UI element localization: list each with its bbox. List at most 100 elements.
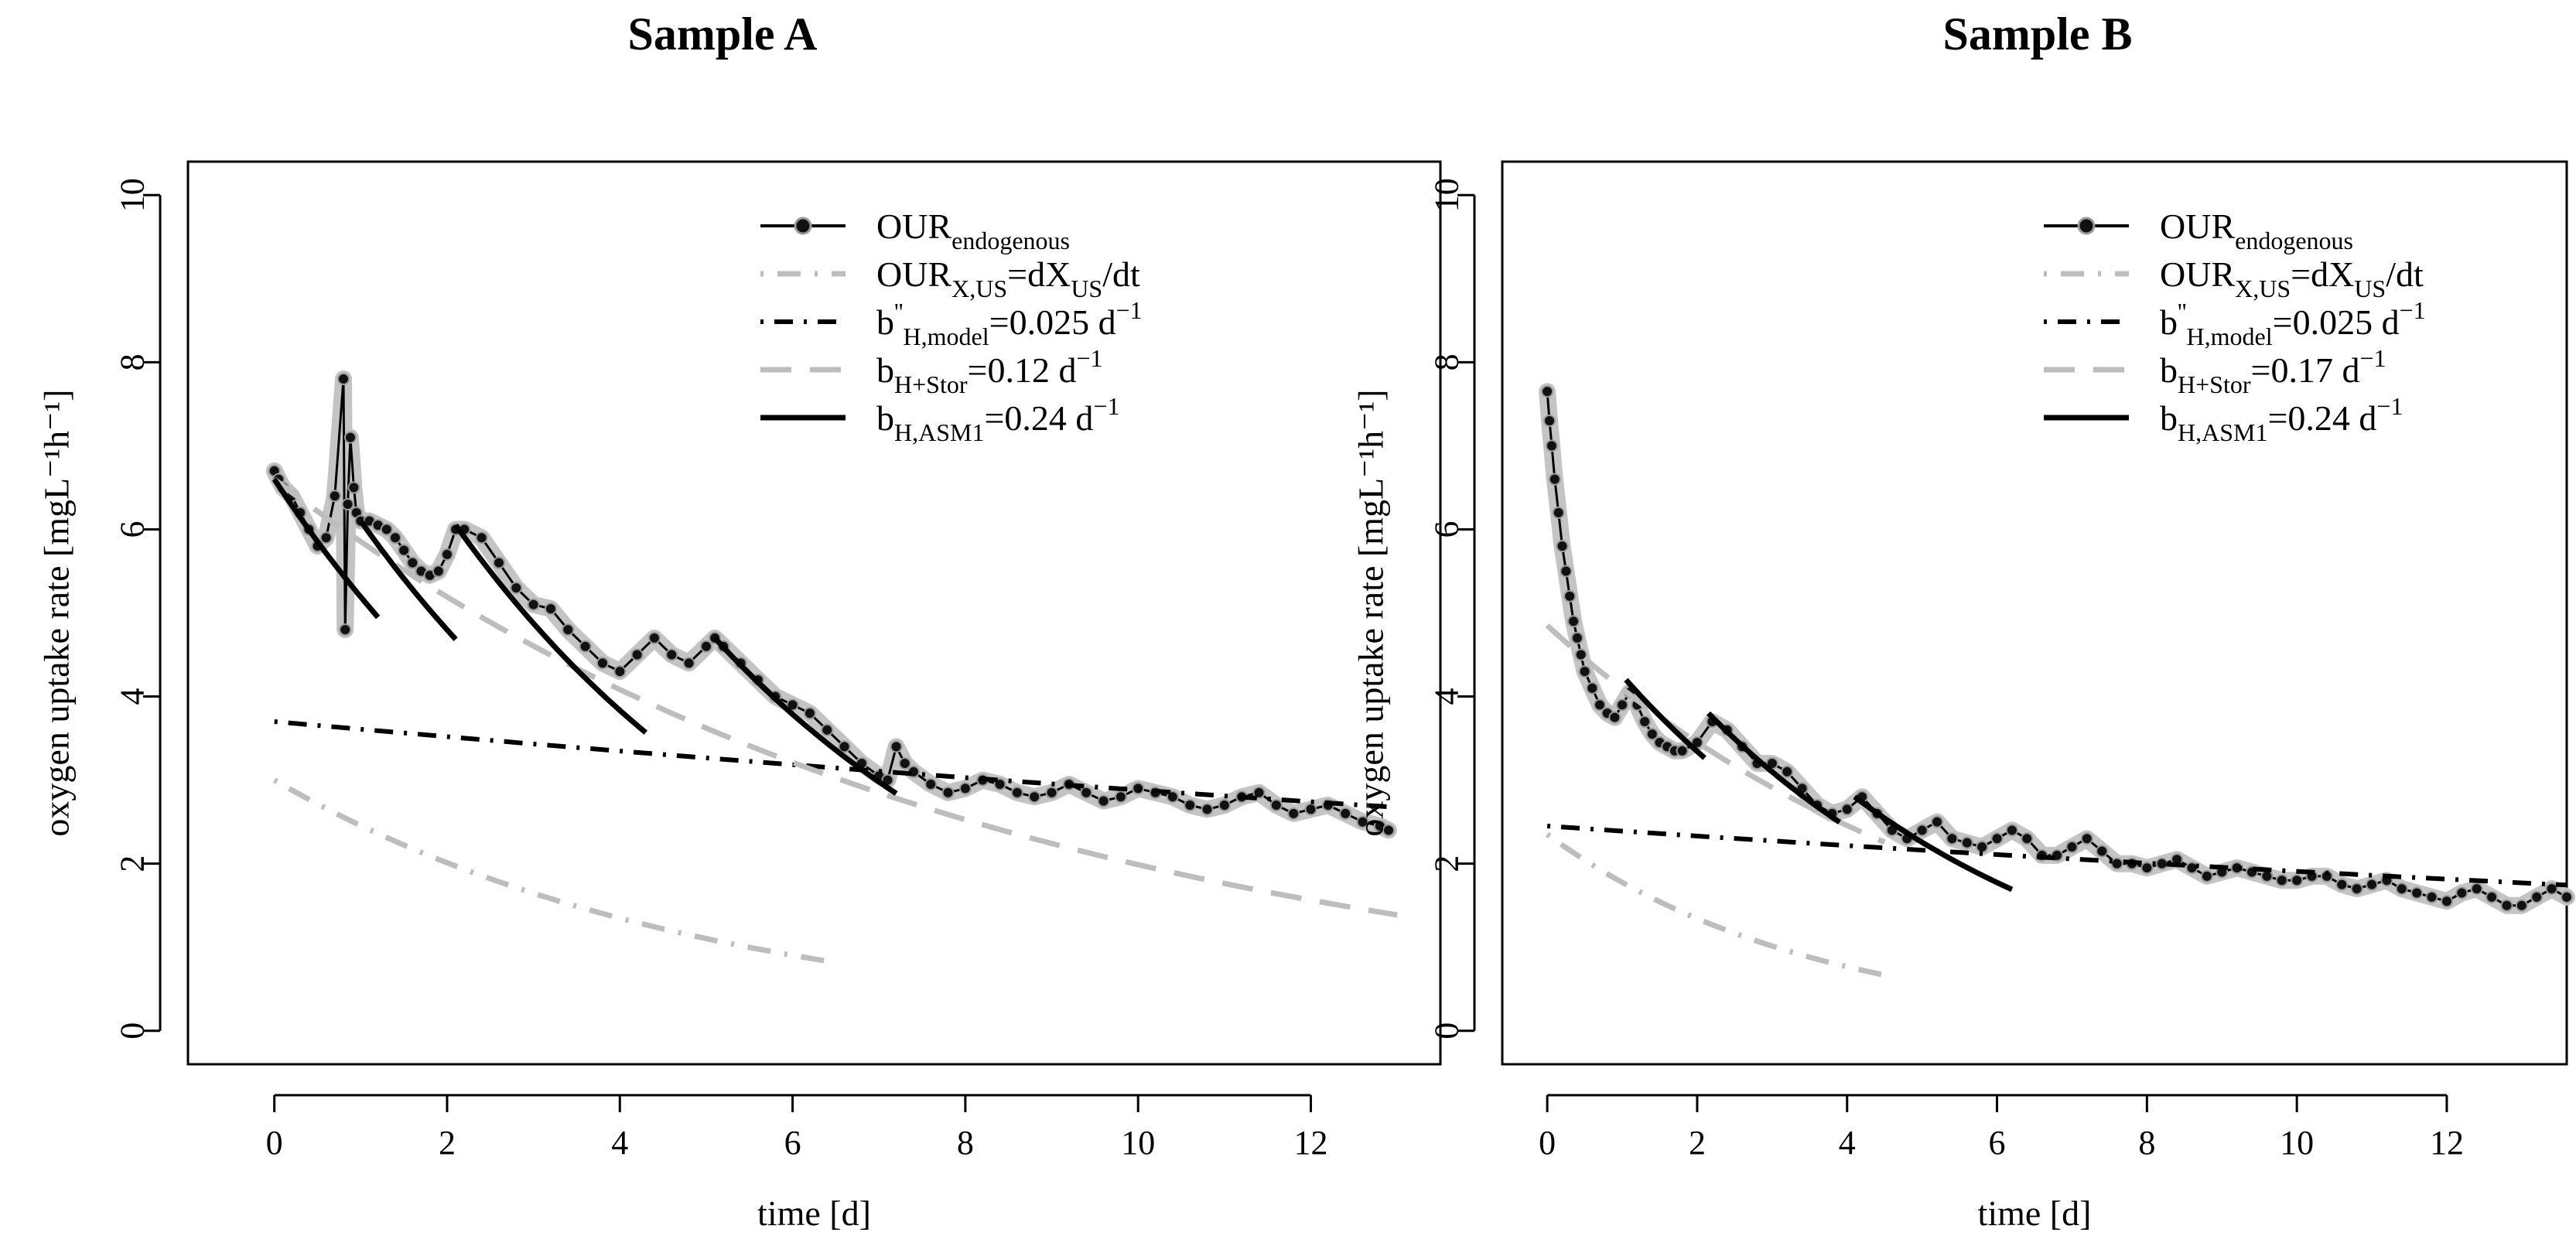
legend-text: =0.24 d [984,398,1093,438]
our-endogenous-point-b-4 [1552,506,1565,519]
our-endogenous-point-b-51 [2080,832,2093,845]
our-endogenous-point-a-54 [890,740,903,753]
our-endogenous-point-b-20 [1645,728,1659,741]
our-endogenous-point-a-28 [475,531,488,544]
our-endogenous-point-b-63 [2260,869,2274,882]
panel-sample-a: Sample A 0 2 4 6 8 10 12 time [d] 0 2 4 6 8 10 oxygen … [37,9,1442,1233]
legend-text: =0.025 d [989,302,1116,342]
our-endogenous-line-a [273,378,1389,831]
legend-superscript: −1 [2359,344,2386,372]
our-endogenous-point-b-15 [1608,711,1621,724]
our-endogenous-point-a-48 [803,707,816,720]
our-endogenous-point-b-73 [2410,886,2424,900]
legend-subscript: endogenous [2235,227,2353,254]
our-endogenous-point-a-29 [492,556,505,569]
x-tick-label-a-2: 2 [439,1124,456,1162]
our-endogenous-point-b-42 [1946,832,1959,845]
our-endogenous-point-a-20 [398,544,411,557]
y-tick-label-b-6: 6 [1428,521,1466,538]
y-tick-label-a-10: 10 [114,178,152,212]
legend-subscript: H,ASM1 [2178,418,2267,446]
y-tick-label-b-4: 4 [1428,688,1466,705]
our-endogenous-point-b-11 [1578,665,1591,678]
our-xus-line-a [272,777,828,964]
our-endogenous-point-a-84 [1382,824,1396,837]
legend-superscript: −1 [2400,296,2426,324]
legend-marker-a [794,217,812,235]
x-tick-label-a-0: 0 [266,1124,283,1162]
y-axis-a: 0 2 4 6 8 10 [114,178,162,1039]
legend-label-b-stor: bH+Stor=0.17 d−1 [2160,344,2386,398]
y-tick-label-a-8: 8 [114,353,152,370]
our-endogenous-point-b-52 [2096,845,2109,858]
our-endogenous-point-a-76 [1252,786,1266,799]
legend-label-a-our: OURendogenous [876,207,1070,254]
b-h-model-line-b [1546,824,2567,888]
our-endogenous-point-a-64 [1045,786,1058,799]
x-tick-label-b-10: 10 [2280,1124,2314,1162]
y-tick-label-a-0: 0 [114,1022,152,1039]
our-endogenous-point-b-41 [1931,815,1944,828]
b-h-asm1-segment-a-2 [453,523,648,735]
our-endogenous-point-a-21 [406,556,419,569]
b-h-stor-line-b [1545,623,1886,845]
legend-text: OUR [2160,254,2235,294]
legend-text: b [2160,398,2178,438]
our-endogenous-point-b-1 [1543,414,1556,427]
legend-label-b-asm1: bH,ASM1=0.24 d−1 [2160,392,2403,446]
legend-text: =dX [2291,254,2354,294]
our-endogenous-point-a-30 [510,582,523,595]
legend-subscript: H+Stor [2178,370,2251,398]
our-endogenous-point-b-56 [2155,857,2168,870]
y-axis-label-a: oxygen uptake rate [mgL⁻¹h⁻¹] [37,389,77,836]
legend-text: b [876,350,894,390]
our-endogenous-point-b-77 [2470,882,2483,896]
b-h-model-line-a [274,719,1398,810]
b-h-asm1-segment-b-1 [1707,711,1842,824]
our-endogenous-point-b-8 [1567,615,1580,628]
our-endogenous-point-b-82 [2545,882,2558,896]
legend-subscript: H+Stor [894,370,968,398]
our-endogenous-point-b-2 [1545,439,1558,452]
plot-frame-b [1501,160,2568,1066]
our-endogenous-point-a-12 [343,431,357,444]
y-tick-label-b-10: 10 [1428,178,1466,212]
x-tick-label-b-2: 2 [1689,1124,1706,1162]
y-axis-b: 0 2 4 6 8 10 [1428,178,1476,1039]
chart-title-b: Sample B [1942,9,2132,60]
our-endogenous-point-b-78 [2485,890,2499,903]
legend-text: =0.025 d [2273,302,2400,342]
our-endogenous-point-a-58 [941,786,955,799]
our-endogenous-point-a-19 [388,531,401,544]
our-endogenous-point-b-13 [1593,698,1606,712]
legend-superscript: '' [2178,298,2187,326]
legend-superscript: '' [894,298,904,326]
our-endogenous-point-a-18 [380,523,393,536]
our-endogenous-point-a-24 [432,565,445,578]
our-endogenous-point-b-44 [1976,841,1989,854]
legend-label-b-model: b''H,model=0.025 d−1 [2160,296,2426,350]
legend-text: /dt [1102,254,1140,294]
our-endogenous-point-a-79 [1304,803,1317,816]
our-endogenous-point-a-37 [630,648,644,661]
our-endogenous-point-a-39 [665,648,678,661]
legend-superscript: −1 [2376,392,2403,420]
our-endogenous-point-a-10 [339,623,352,637]
our-endogenous-point-a-40 [682,657,695,670]
our-endogenous-point-b-79 [2500,899,2513,912]
x-axis-a: 0 2 4 6 8 10 12 [266,1094,1328,1162]
our-endogenous-point-a-8 [328,490,341,503]
our-endogenous-point-b-45 [1990,832,2004,845]
legend-text: b [876,398,894,438]
our-endogenous-point-b-3 [1548,473,1561,486]
b-h-asm1-segment-b-2 [1853,794,2014,893]
our-endogenous-point-b-68 [2335,878,2349,891]
our-endogenous-point-a-47 [786,698,799,712]
legend-subscript: X,US [951,275,1007,302]
our-endogenous-point-a-68 [1114,790,1127,804]
b-h-asm1-segment-b-0 [1624,678,1707,760]
our-endogenous-point-b-46 [2005,824,2018,837]
our-endogenous-point-a-33 [562,623,575,637]
our-endogenous-point-a-41 [699,640,712,653]
